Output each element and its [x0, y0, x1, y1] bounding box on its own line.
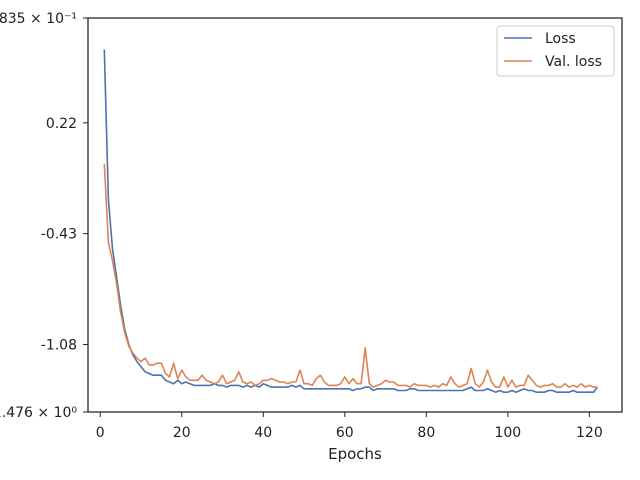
y-tick-label: -1.08	[41, 337, 77, 353]
legend: Loss Val. loss	[496, 25, 615, 77]
y-tick-label: 0.22	[46, 116, 77, 132]
x-tick-label: 80	[417, 425, 435, 441]
x-axis-ticks: 0 20 40 60 80 100 120	[96, 412, 603, 441]
x-tick-label: 0	[96, 425, 105, 441]
legend-label-val-loss: Val. loss	[545, 54, 602, 70]
x-tick-label: 100	[494, 425, 521, 441]
y-tick-label: 8.835 × 10⁻¹	[0, 11, 77, 27]
x-axis-title: Epochs	[328, 445, 382, 463]
series-line-val-loss	[103, 163, 598, 388]
y-tick-label: -0.43	[41, 227, 77, 243]
x-tick-label: 120	[576, 425, 603, 441]
x-tick-label: 20	[173, 425, 191, 441]
y-tick-label: −1.476 × 10⁰	[0, 405, 77, 421]
series-line-loss	[103, 49, 599, 394]
legend-label-loss: Loss	[545, 31, 576, 47]
x-tick-label: 60	[336, 425, 354, 441]
x-tick-label: 40	[254, 425, 272, 441]
series-layer	[103, 49, 599, 394]
y-axis-ticks: −1.476 × 10⁰ -1.08 -0.43 0.22 8.835 × 10⁻¹	[0, 11, 88, 421]
plot-area	[88, 18, 622, 412]
plot-frame	[87, 17, 623, 413]
